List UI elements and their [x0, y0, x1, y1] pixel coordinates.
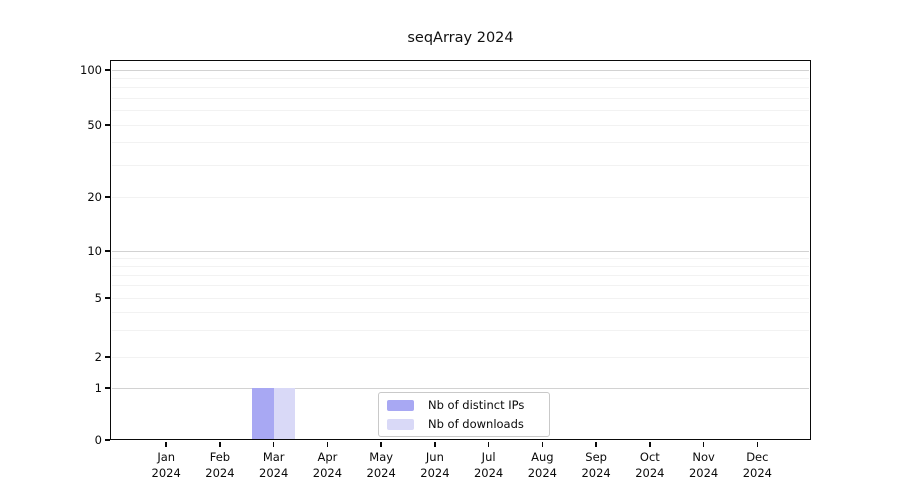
- legend-label-distinct-ips: Nb of distinct IPs: [428, 398, 525, 412]
- legend: Nb of distinct IPs Nb of downloads: [378, 392, 550, 437]
- minor-gridline: [112, 257, 809, 259]
- x-tick-mark: [380, 441, 382, 447]
- minor-gridline: [112, 142, 809, 144]
- x-tick-label: Aug 2024: [527, 450, 558, 480]
- minor-gridline: [112, 330, 809, 332]
- x-tick-label: Jun 2024: [420, 450, 450, 480]
- major-gridline: [112, 250, 809, 252]
- x-tick-label: Feb 2024: [205, 450, 235, 480]
- minor-gridline: [112, 356, 809, 358]
- y-tick-mark: [104, 196, 110, 198]
- minor-gridline: [112, 297, 809, 299]
- x-tick-mark: [165, 441, 167, 447]
- x-tick-label: Dec 2024: [742, 450, 772, 480]
- x-tick-label: Jan 2024: [151, 450, 181, 480]
- y-tick-mark: [104, 69, 110, 71]
- y-tick-mark: [104, 124, 110, 126]
- x-tick-mark: [702, 441, 705, 447]
- x-tick-label: Nov 2024: [688, 450, 719, 480]
- bar-mar-series-1: [273, 388, 296, 439]
- x-tick-label: Apr 2024: [312, 450, 343, 480]
- minor-gridline: [112, 274, 809, 276]
- chart-title: seqArray 2024: [407, 30, 514, 46]
- x-tick-label: Sep 2024: [581, 450, 611, 480]
- x-tick-mark: [756, 441, 759, 447]
- y-tick-mark: [104, 250, 110, 252]
- y-tick-mark: [104, 387, 110, 389]
- major-gridline: [112, 69, 809, 71]
- y-tick-label: 20: [87, 190, 102, 204]
- x-tick-mark: [541, 441, 544, 447]
- minor-gridline: [112, 196, 809, 198]
- minor-gridline: [112, 110, 809, 112]
- major-gridline: [112, 387, 809, 389]
- bar-mar-series-0: [252, 388, 274, 439]
- y-tick-label: 1: [94, 381, 102, 395]
- minor-gridline: [112, 77, 809, 79]
- legend-item-downloads: Nb of downloads: [379, 417, 549, 431]
- legend-item-distinct-ips: Nb of distinct IPs: [379, 398, 549, 412]
- x-tick-label: Mar 2024: [259, 450, 289, 480]
- minor-gridline: [112, 124, 809, 126]
- minor-gridline: [112, 265, 809, 267]
- y-tick-label: 5: [94, 291, 102, 305]
- x-tick-label: Oct 2024: [635, 450, 665, 480]
- x-tick-mark: [326, 441, 329, 447]
- minor-gridline: [112, 311, 809, 313]
- x-tick-mark: [272, 441, 275, 447]
- minor-gridline: [112, 285, 809, 287]
- x-tick-mark: [595, 441, 597, 447]
- y-tick-label: 2: [94, 350, 102, 364]
- y-tick-mark: [104, 356, 110, 358]
- y-tick-mark: [104, 297, 110, 299]
- x-tick-label: May 2024: [366, 450, 396, 480]
- legend-label-downloads: Nb of downloads: [428, 417, 524, 431]
- x-tick-mark: [649, 441, 651, 447]
- x-tick-mark: [434, 441, 436, 447]
- x-tick-mark: [219, 441, 221, 447]
- y-tick-label: 50: [87, 118, 102, 132]
- minor-gridline: [112, 97, 809, 99]
- x-tick-label: Jul 2024: [473, 450, 504, 480]
- legend-swatch-downloads-icon: [387, 418, 414, 430]
- plot-area: [110, 60, 811, 440]
- legend-swatch-distinct-ips-icon: [387, 399, 414, 411]
- y-tick-mark: [104, 439, 110, 441]
- y-tick-label: 10: [87, 244, 102, 258]
- minor-gridline: [112, 87, 809, 89]
- y-tick-label: 0: [94, 433, 102, 447]
- y-tick-label: 100: [80, 63, 102, 77]
- x-tick-mark: [487, 441, 490, 447]
- minor-gridline: [112, 164, 809, 166]
